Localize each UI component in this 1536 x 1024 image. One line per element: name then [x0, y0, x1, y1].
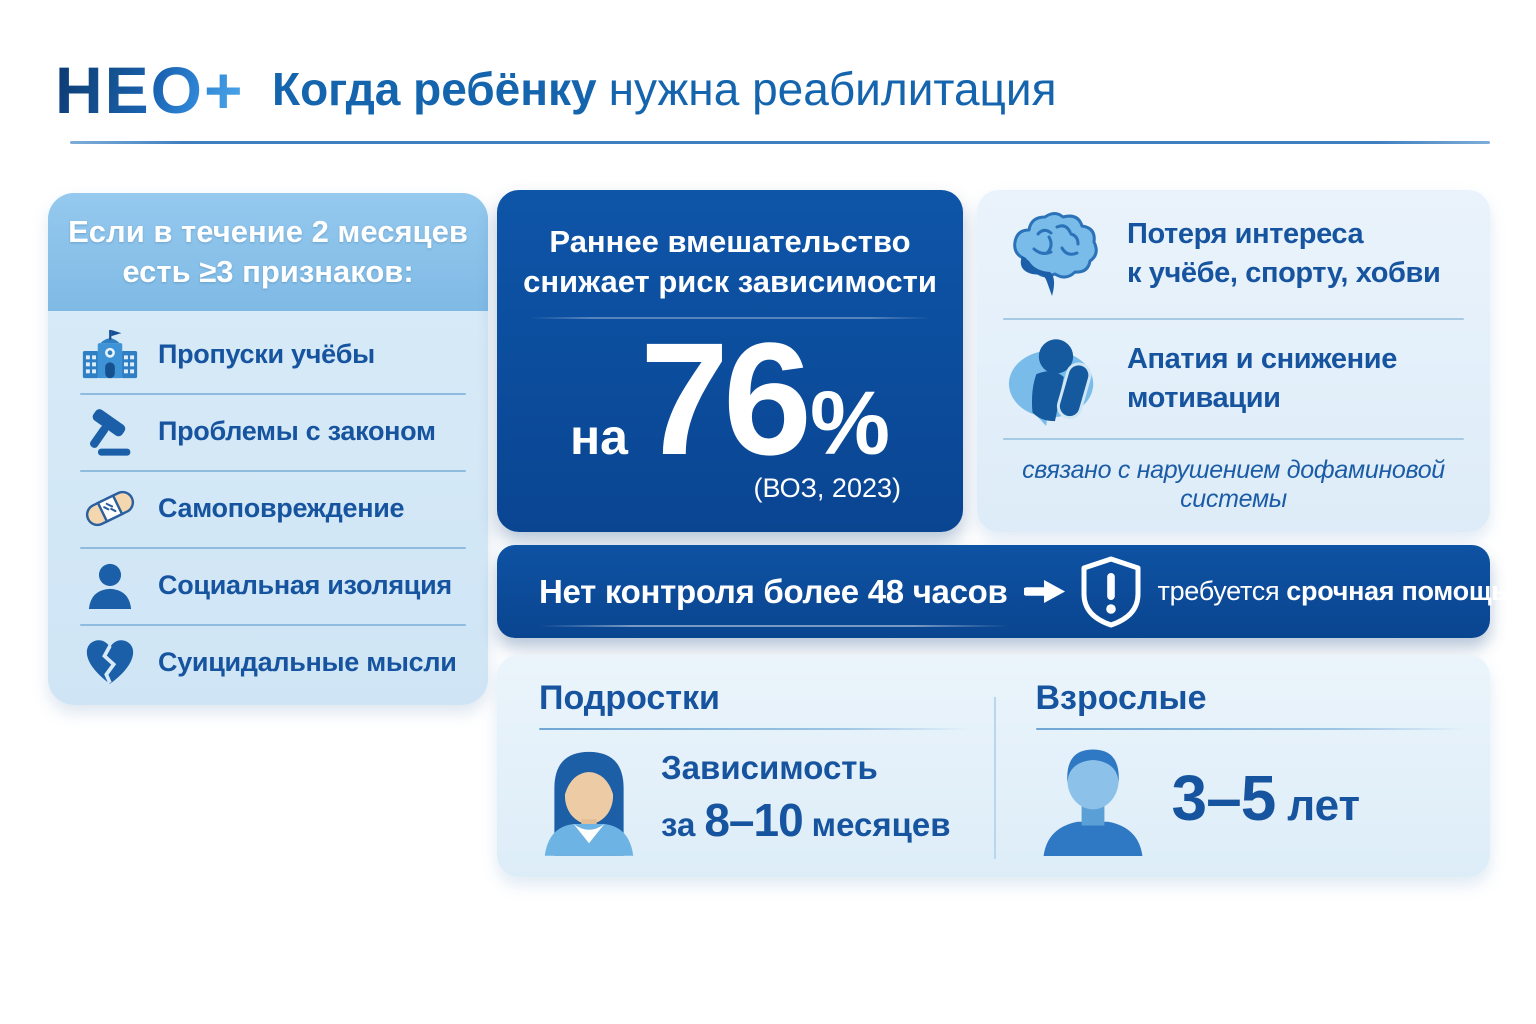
- alert-secondary-text: требуется срочная помощь: [1158, 576, 1508, 607]
- list-item: Потеря интереса к учёбе, спорту, хобви: [977, 190, 1490, 318]
- stat-value: 76: [640, 308, 812, 488]
- list-item: Социальная изоляция: [48, 547, 488, 624]
- shield-alert-icon: [1080, 556, 1142, 628]
- signs-heading-line2: есть ≥3 признаков:: [122, 254, 414, 289]
- teens-line1: Зависимость: [661, 749, 878, 786]
- adults-suffix: лет: [1287, 781, 1361, 830]
- alert-secondary-bold: срочная помощь: [1286, 576, 1508, 606]
- list-item: Самоповреждение: [48, 470, 488, 547]
- stat-heading-line1: Раннее вмешательство: [549, 224, 911, 259]
- bandage-icon: [80, 486, 140, 531]
- sign-label: Социальная изоляция: [158, 570, 452, 600]
- teens-text: Зависимость за 8–10 месяцев: [661, 749, 951, 847]
- broken-heart-icon: [80, 639, 140, 686]
- timeline-panel: Подростки Зависимость за: [497, 655, 1490, 877]
- list-item: Апатия и снижение мотивации: [977, 320, 1490, 438]
- timeline-col-teens: Подростки Зависимость за: [497, 655, 994, 877]
- signs-panel: Если в течение 2 месяцев есть ≥3 признак…: [48, 193, 488, 705]
- stat-prefix: на: [569, 408, 628, 465]
- stat-source: (ВОЗ, 2023): [753, 473, 901, 504]
- brand-logo: НЕО+: [55, 53, 245, 127]
- teens-heading: Подростки: [539, 679, 720, 717]
- list-item: Пропуски учёбы: [48, 316, 488, 393]
- symptom-line1: Потеря интереса: [1127, 217, 1364, 250]
- signs-heading-line1: Если в течение 2 месяцев: [68, 213, 468, 249]
- arrow-right-icon: [1023, 577, 1066, 606]
- header-divider: [70, 141, 1490, 144]
- teen-girl-avatar: [539, 740, 639, 856]
- list-item: Суицидальные мысли: [48, 624, 488, 701]
- sign-label: Пропуски учёбы: [158, 339, 375, 369]
- teens-prefix: за: [661, 806, 696, 843]
- symptom-label: Потеря интереса к учёбе, спорту, хобви: [1127, 215, 1441, 293]
- stat-heading-line2: снижает риск зависимости: [523, 264, 937, 300]
- divider: [530, 316, 930, 319]
- adults-text: 3–5 лет: [1172, 761, 1361, 835]
- signs-panel-heading: Если в течение 2 месяцев есть ≥3 признак…: [48, 193, 488, 311]
- symptom-line2: мотивации: [1127, 382, 1281, 414]
- signs-list: Пропуски учёбы Проблемы с законом: [48, 311, 488, 701]
- gavel-icon: [80, 407, 140, 457]
- teens-suffix: месяцев: [811, 806, 951, 843]
- sign-label: Самоповреждение: [158, 493, 405, 523]
- person-icon: [80, 562, 140, 610]
- list-item: Проблемы с законом: [48, 393, 488, 470]
- stat-unit: %: [809, 373, 890, 474]
- adults-heading: Взрослые: [1035, 679, 1207, 717]
- apathy-icon: [1003, 330, 1107, 428]
- alert-main-text: Нет контроля более 48 часов: [539, 572, 1008, 627]
- adults-value: 3–5: [1171, 762, 1277, 834]
- sign-label: Суицидальные мысли: [158, 647, 457, 677]
- timeline-col-adults: Взрослые 3–5 лет: [993, 655, 1491, 877]
- stat-heading: Раннее вмешательство снижает риск зависи…: [497, 222, 963, 303]
- adults-content: 3–5 лет: [1036, 740, 1467, 856]
- page-title-rest: нужна реабилитация: [608, 63, 1057, 115]
- alert-bar: Нет контроля более 48 часов требуется сро…: [497, 545, 1508, 638]
- school-icon: [80, 329, 140, 380]
- divider: [539, 728, 970, 730]
- divider: [1003, 318, 1464, 320]
- adult-man-avatar: [1036, 740, 1150, 856]
- sign-label: Проблемы с законом: [158, 416, 436, 446]
- symptoms-panel: Потеря интереса к учёбе, спорту, хобви А…: [977, 190, 1490, 532]
- page-title: Когда ребёнку нужна реабилитация: [272, 62, 1056, 116]
- divider: [1035, 728, 1466, 730]
- stat-panel: Раннее вмешательство снижает риск зависи…: [497, 190, 963, 532]
- symptom-label: Апатия и снижение мотивации: [1127, 340, 1397, 418]
- alert-secondary-regular: требуется: [1157, 576, 1280, 606]
- teens-content: Зависимость за 8–10 месяцев: [539, 740, 970, 856]
- teens-value: 8–10: [704, 794, 803, 846]
- symptom-line1: Апатия и снижение: [1127, 342, 1397, 375]
- brain-icon: [1003, 204, 1107, 304]
- teens-line2: за 8–10 месяцев: [661, 793, 951, 847]
- page-title-bold: Когда ребёнку: [272, 63, 597, 115]
- divider: [1003, 438, 1464, 440]
- symptoms-footnote: связано с нарушением дофаминовой системы: [1022, 456, 1445, 513]
- symptom-line2: к учёбе, спорту, хобви: [1127, 257, 1441, 289]
- stat-figure: на 76 %: [497, 308, 963, 488]
